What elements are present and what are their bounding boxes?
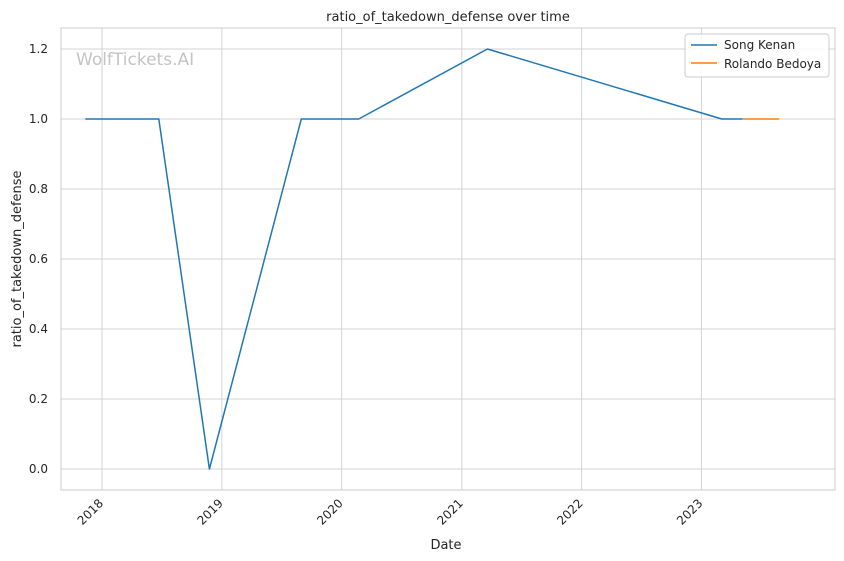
x-tick-label: 2023 xyxy=(674,496,705,527)
x-tick-label: 2018 xyxy=(75,496,106,527)
y-tick-label: 0.0 xyxy=(29,462,48,476)
watermark: WolfTickets.AI xyxy=(76,50,194,70)
series-lines xyxy=(85,48,780,470)
legend-label-rolando-bedoya: Rolando Bedoya xyxy=(724,57,821,71)
y-tick-label: 0.8 xyxy=(29,182,48,196)
y-tick-label: 1.0 xyxy=(29,112,48,126)
legend: Song Kenan Rolando Bedoya xyxy=(684,33,830,78)
x-tick-label: 2022 xyxy=(554,496,585,527)
y-axis-title: ratio_of_takedown_defense xyxy=(10,170,25,347)
chart-title: ratio_of_takedown_defense over time xyxy=(326,10,570,25)
grid-lines xyxy=(61,28,835,490)
x-tick-label: 2019 xyxy=(194,496,225,527)
y-tick-label: 0.2 xyxy=(29,392,48,406)
y-tick-label: 1.2 xyxy=(29,42,48,56)
y-tick-label: 0.4 xyxy=(29,322,48,336)
x-tick-label: 2021 xyxy=(434,496,465,527)
plot-area-border xyxy=(60,27,836,491)
y-tick-label: 0.6 xyxy=(29,252,48,266)
legend-box xyxy=(684,33,830,78)
x-tick-label: 2020 xyxy=(314,496,345,527)
legend-label-song-kenan: Song Kenan xyxy=(724,38,795,52)
x-axis-title: Date xyxy=(430,538,461,553)
series-line-song-kenan xyxy=(85,48,743,470)
